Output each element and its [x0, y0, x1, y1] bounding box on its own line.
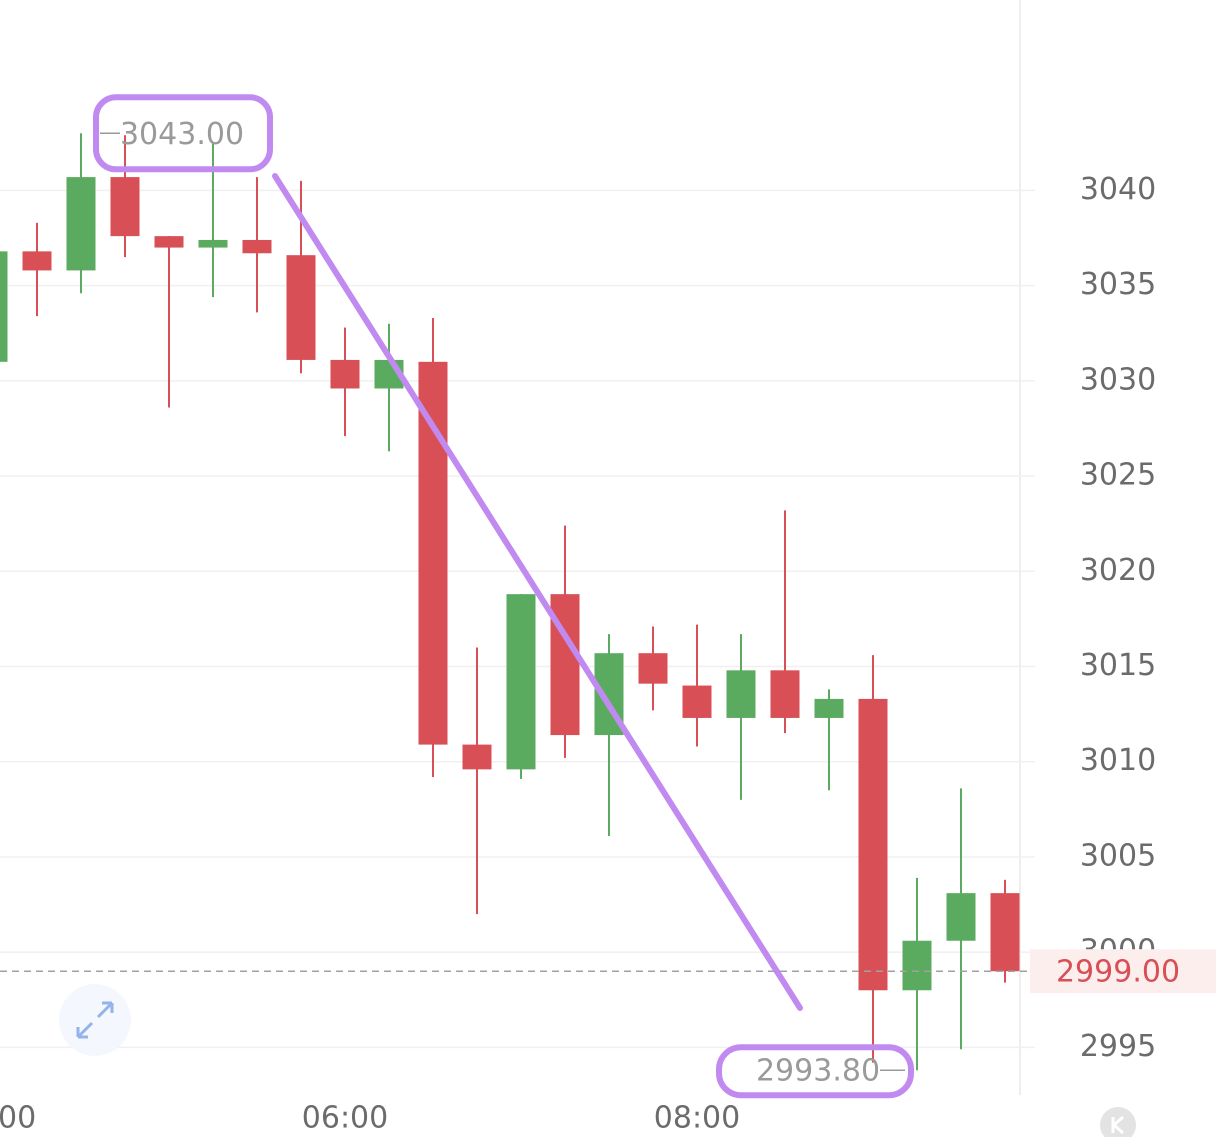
last-price-bg	[1030, 949, 1216, 994]
overlays: 2999.00 3043.00 2993.80	[0, 94, 1216, 1099]
expand-icon-glyph	[76, 1001, 114, 1039]
low-label-box	[716, 1044, 914, 1099]
k-button-glyph	[1111, 1115, 1124, 1135]
candles: 04:00 06:00 08:00	[0, 133, 1020, 1136]
x-tick-label: 04:00	[0, 1101, 36, 1136]
candle-body	[770, 670, 800, 718]
y-tick-label: 3020	[1080, 553, 1156, 588]
candle-body	[330, 359, 360, 389]
last-price-label: 2999.00	[1056, 955, 1180, 990]
candle-body	[286, 255, 316, 360]
candle-body	[946, 893, 976, 941]
low-label: 2993.80	[756, 1054, 880, 1089]
candle-body	[858, 698, 888, 991]
expand-icon-bg	[59, 984, 131, 1056]
candle-body	[242, 239, 272, 254]
y-tick-label: 3040	[1080, 172, 1156, 207]
trend-line	[272, 173, 803, 1011]
y-tick-label: 3025	[1080, 458, 1156, 493]
candle-body	[506, 594, 536, 770]
expand-icon[interactable]	[59, 984, 131, 1056]
y-tick-label: 2995	[1080, 1029, 1156, 1064]
candle-body	[726, 670, 756, 718]
y-tick-label: 3010	[1080, 743, 1156, 778]
y-tick-label: 3035	[1080, 267, 1156, 302]
k-button[interactable]	[1100, 1107, 1136, 1137]
y-tick-label: 3005	[1080, 838, 1156, 873]
candle-body	[990, 893, 1020, 972]
x-tick-label: 06:00	[302, 1101, 388, 1136]
candle-body	[198, 239, 228, 248]
candle-body	[110, 177, 140, 237]
candle-body	[22, 251, 52, 271]
y-tick-label: 3030	[1080, 362, 1156, 397]
candle-body	[154, 236, 184, 248]
candle-body	[418, 361, 448, 745]
candle-body	[66, 177, 96, 271]
high-label: 3043.00	[120, 117, 244, 152]
candle-body	[814, 698, 844, 718]
candle-body	[0, 251, 8, 362]
candle-body	[682, 685, 712, 718]
candle-body	[902, 940, 932, 991]
y-tick-label: 3015	[1080, 648, 1156, 683]
x-tick-label: 08:00	[654, 1101, 740, 1136]
candle-body	[638, 653, 668, 684]
high-label-box	[93, 94, 273, 173]
candle-body	[462, 744, 492, 770]
